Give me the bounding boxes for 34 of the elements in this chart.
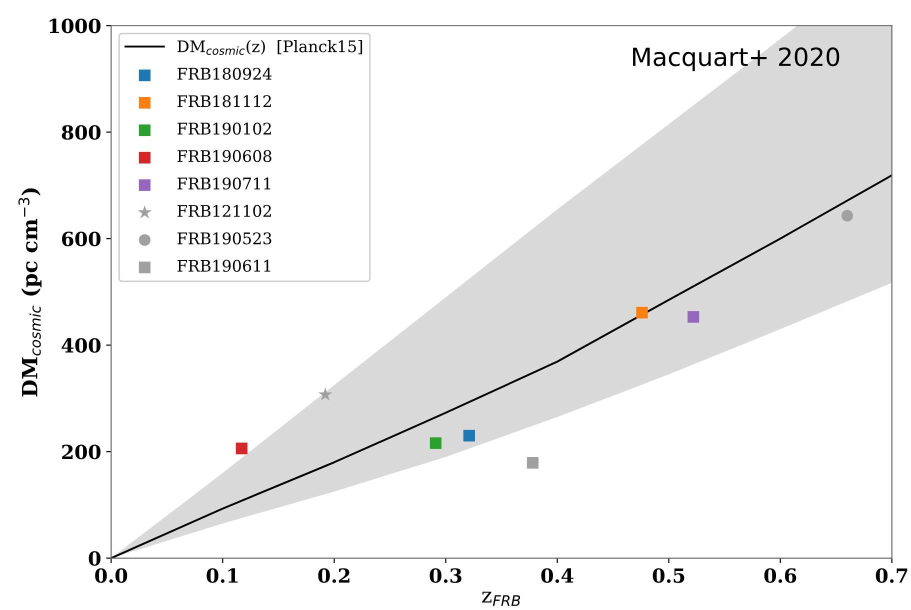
point (463, 430, 475, 442)
x-tick-label: 0.1 (206, 568, 238, 583)
y-axis-title: DM$_{cosmic}$ (pc cm$^{−3}$) (18, 188, 42, 397)
x-tick-label: 0.0 (95, 568, 128, 583)
legend-label: FRB190711 (178, 177, 270, 190)
point (430, 437, 442, 449)
x-tick-label: 0.3 (430, 568, 462, 583)
x-tick-label: 0.6 (764, 568, 796, 583)
legend-label: FRB190608 (178, 150, 272, 162)
legend-label: DM$_{cosmic}$(z) [Planck15] (178, 40, 362, 55)
legend-label: FRB180924 (178, 68, 272, 80)
y-tick-label: 1000 (50, 18, 101, 34)
y-tick-label: 0 (88, 551, 101, 566)
legend-label: FRB190523 (178, 232, 272, 244)
y-tick-label: 200 (62, 444, 101, 460)
point (236, 442, 248, 454)
point (841, 210, 854, 222)
y-tick-label: 600 (62, 232, 101, 246)
y-tick-label: 800 (62, 125, 101, 140)
x-tick-label: 0.7 (876, 568, 908, 583)
legend-label: FRB190102 (178, 122, 271, 135)
point (318, 387, 332, 401)
point (636, 306, 648, 318)
legend-label: FRB190611 (178, 260, 270, 272)
y-tick-label: 400 (62, 338, 101, 353)
legend-label: FRB121102 (178, 204, 271, 217)
x-axis-title: z$_{FRB}$ (482, 592, 520, 606)
x-tick-label: 0.4 (541, 568, 574, 583)
x-tick-label: 0.2 (318, 568, 350, 583)
annotation: Macquart+ 2020 (633, 47, 840, 72)
legend-label: FRB181112 (178, 95, 271, 108)
point (526, 457, 539, 469)
point (688, 311, 700, 323)
x-tick-label: 0.5 (652, 568, 684, 583)
